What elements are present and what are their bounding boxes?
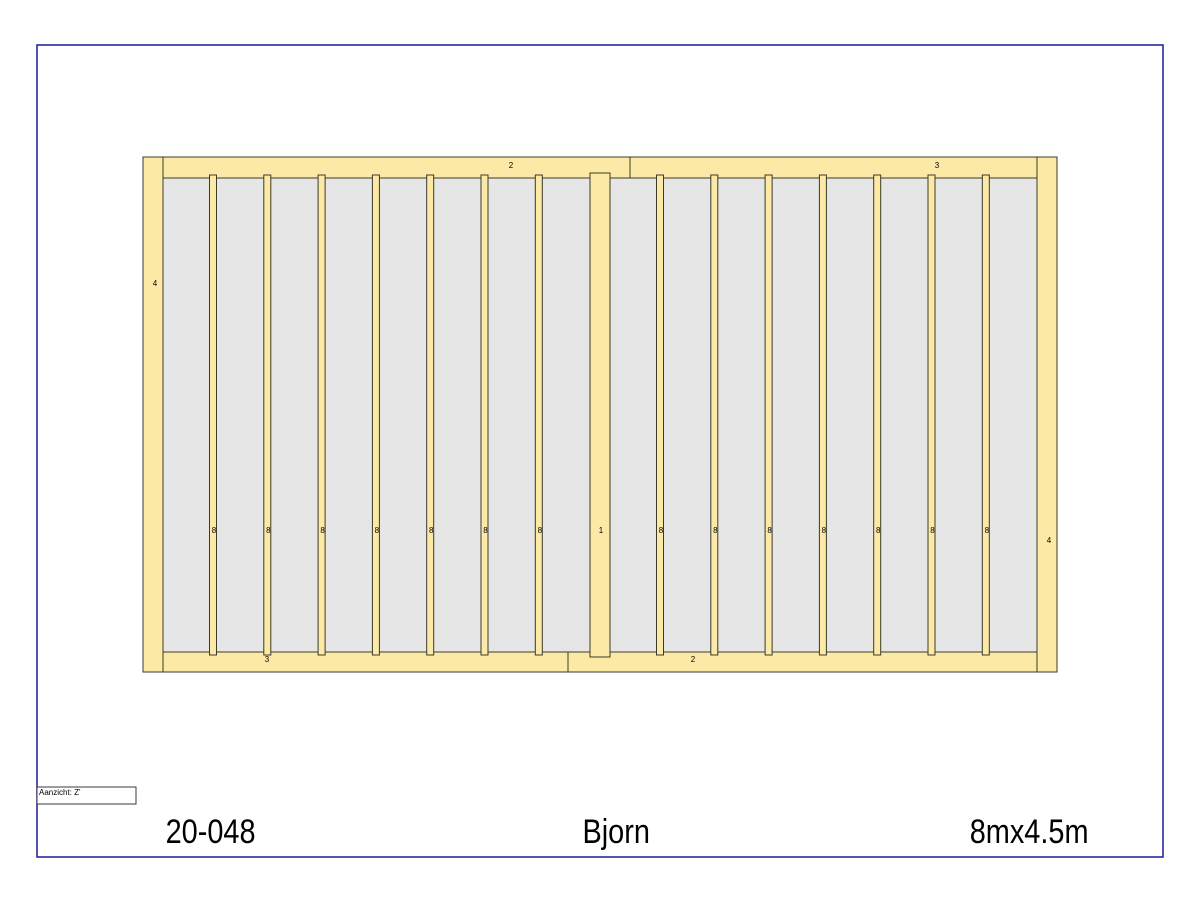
joist: [263, 174, 272, 656]
joist: [371, 174, 380, 656]
joist: [534, 174, 543, 656]
joist-label: 8: [659, 526, 664, 535]
joist-label: 8: [538, 526, 543, 535]
joist-label: 8: [876, 526, 881, 535]
left-post: [142, 156, 164, 673]
joist-label: 8: [429, 526, 434, 535]
joist-label: 8: [985, 526, 990, 535]
label-left-post: 4: [153, 279, 158, 288]
joist-label: 8: [713, 526, 718, 535]
joist-label: 8: [767, 526, 772, 535]
joist: [317, 174, 326, 656]
joist-label: 8: [320, 526, 325, 535]
center-beam: [589, 172, 611, 658]
joist-label: 8: [212, 526, 217, 535]
joist-label: 8: [930, 526, 935, 535]
joist: [426, 174, 435, 656]
client-name: Bjorn: [582, 812, 649, 851]
bottom-left-beam: [162, 651, 569, 673]
joist-label: 8: [483, 526, 488, 535]
joist: [981, 174, 990, 656]
joist-label: 8: [375, 526, 380, 535]
joist: [710, 174, 719, 656]
label-top-right-beam: 3: [935, 161, 940, 170]
label-bottom-left-beam: 3: [265, 655, 270, 664]
joist: [209, 174, 217, 656]
top-left-beam: [162, 156, 631, 179]
joist: [818, 174, 827, 656]
label-bottom-right-beam: 2: [691, 655, 696, 664]
joist: [480, 174, 489, 656]
joist: [873, 174, 882, 656]
project-number: 20-048: [166, 812, 256, 851]
joist: [656, 174, 664, 656]
label-top-left-beam: 2: [509, 161, 514, 170]
right-post: [1036, 156, 1058, 673]
label-right-post: 4: [1047, 536, 1052, 545]
drawing-frame: [36, 44, 1164, 858]
joist-label: 8: [266, 526, 271, 535]
joist: [927, 174, 936, 656]
joist: [764, 174, 773, 656]
label-center-beam: 1: [599, 526, 604, 535]
view-label: Aanzicht: Z': [39, 788, 81, 797]
bottom-right-beam: [567, 651, 1038, 673]
view-label-box: [36, 786, 137, 805]
top-right-beam: [629, 156, 1038, 179]
dimensions: 8mx4.5m: [970, 812, 1089, 851]
joist-label: 8: [822, 526, 827, 535]
